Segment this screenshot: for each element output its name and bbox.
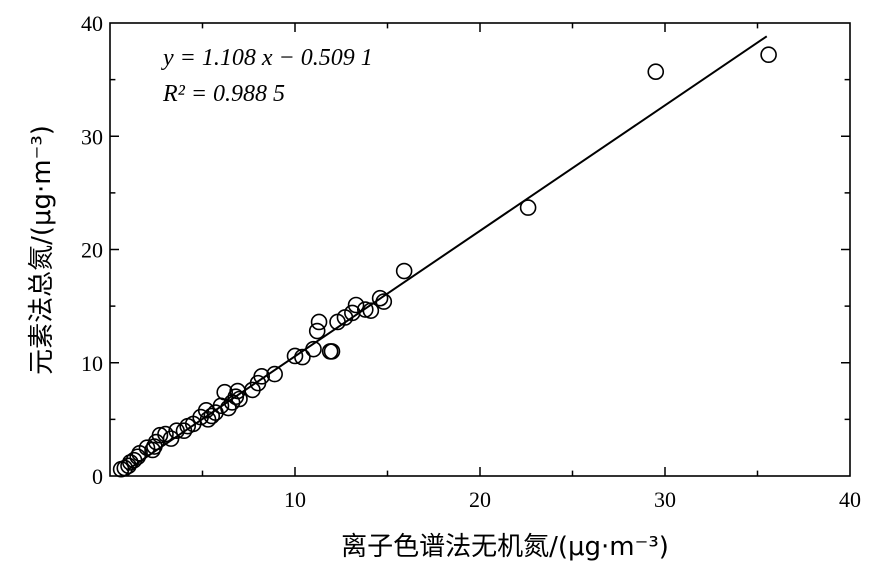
y-tick-label: 0 (92, 464, 103, 489)
data-point (356, 301, 374, 318)
r-squared-text: R² = 0.988 5 (162, 81, 285, 107)
data-point (362, 302, 380, 319)
x-tick-label: 10 (284, 487, 306, 512)
data-point (305, 340, 322, 358)
y-axis-label: 元素法总氮/(μg·m⁻³) (27, 125, 57, 375)
data-point (120, 457, 137, 475)
data-point (647, 63, 665, 80)
data-point (253, 368, 271, 385)
data-point (286, 347, 304, 365)
x-axis-label: 离子色谱法无机氮/(μg·m⁻³) (341, 532, 669, 562)
axis-ticks (110, 23, 850, 476)
data-point (266, 365, 283, 383)
x-tick-label: 20 (469, 487, 491, 512)
data-point (308, 322, 326, 340)
data-point (129, 448, 147, 466)
y-tick-label: 40 (81, 11, 103, 36)
data-point (519, 199, 537, 216)
data-point (347, 296, 365, 314)
data-point (323, 343, 341, 360)
data-point (168, 422, 185, 440)
data-point (231, 390, 248, 408)
data-point (760, 46, 777, 64)
y-tick-label: 30 (81, 124, 103, 149)
data-point (344, 304, 361, 322)
data-point (371, 289, 389, 307)
tick-labels: 10 20 30 40 0 10 20 30 40 (81, 11, 861, 512)
data-point (203, 407, 221, 425)
x-tick-label: 40 (839, 487, 861, 512)
y-tick-label: 20 (81, 238, 103, 263)
data-points (112, 46, 777, 478)
data-point (151, 426, 169, 444)
data-point (197, 402, 215, 419)
equation-text: y = 1.108 x − 0.509 1 (161, 45, 373, 71)
data-point (375, 293, 393, 310)
data-point (310, 313, 328, 331)
data-point (395, 262, 413, 280)
data-point (294, 348, 311, 366)
x-tick-label: 30 (654, 487, 676, 512)
data-point (144, 441, 161, 459)
y-tick-label: 10 (81, 351, 103, 376)
data-point (157, 425, 174, 443)
